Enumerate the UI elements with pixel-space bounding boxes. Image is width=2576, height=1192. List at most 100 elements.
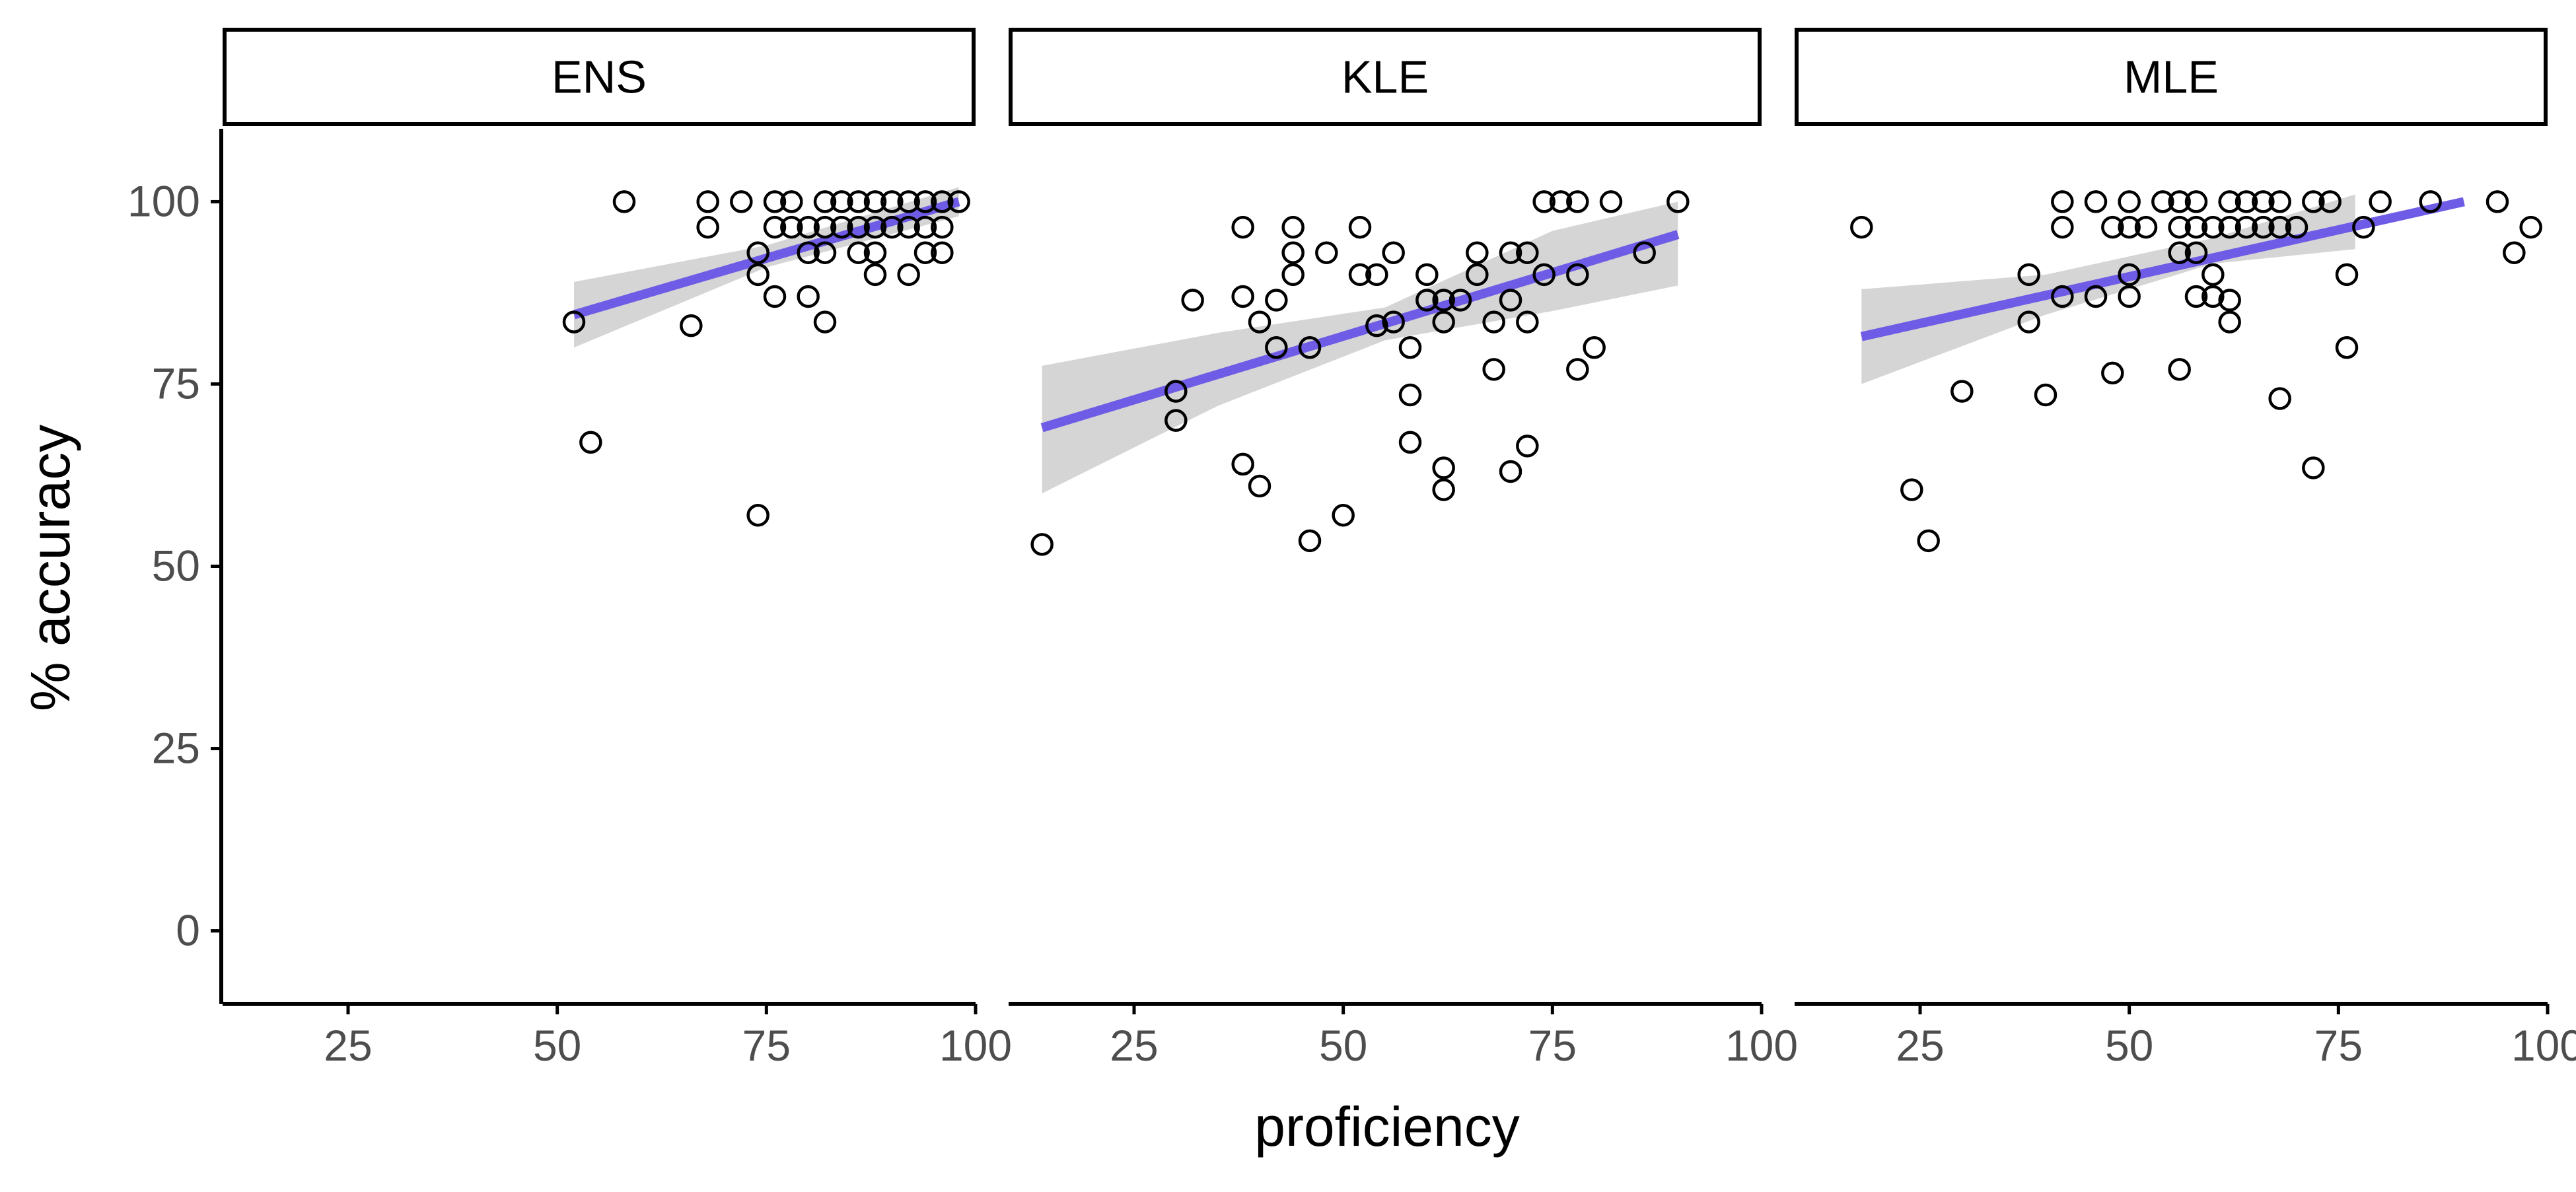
data-point	[847, 190, 870, 213]
data-point	[2101, 215, 2124, 239]
data-point	[1398, 383, 1422, 407]
data-point	[696, 215, 719, 239]
data-point	[2184, 241, 2208, 264]
data-point	[2268, 215, 2291, 239]
data-point	[763, 190, 787, 213]
data-point	[2051, 190, 2074, 213]
data-point	[1415, 263, 1439, 287]
data-point	[746, 263, 769, 287]
data-point	[1298, 336, 1322, 359]
data-point	[2419, 190, 2442, 213]
data-point	[2051, 285, 2074, 308]
data-point	[1398, 336, 1422, 359]
data-point	[1281, 263, 1305, 287]
data-point	[863, 190, 887, 213]
data-point	[1566, 190, 1589, 213]
data-point	[1583, 336, 1606, 359]
data-point	[1666, 190, 1690, 213]
data-point	[2218, 215, 2241, 239]
x-tick-label: 50	[1319, 1021, 1367, 1070]
data-point	[2017, 263, 2040, 287]
data-point	[813, 241, 837, 264]
facet-strip	[1009, 28, 1762, 126]
data-point	[2168, 215, 2191, 239]
data-point	[1549, 190, 1573, 213]
data-point	[1566, 358, 1589, 381]
x-axis-title: proficiency	[1254, 1096, 1520, 1158]
data-point	[2034, 383, 2057, 407]
data-point	[847, 241, 870, 264]
data-point	[1432, 456, 1455, 479]
x-tick-label: 25	[1110, 1021, 1158, 1070]
data-point	[730, 190, 753, 213]
y-tick-label: 75	[152, 359, 200, 407]
y-axis-title: % accuracy	[19, 425, 81, 711]
x-tick-label: 100	[939, 1021, 1012, 1070]
data-point	[2168, 190, 2191, 213]
data-point	[2335, 336, 2359, 359]
data-point	[2302, 190, 2325, 213]
data-point	[2184, 190, 2208, 213]
confidence-ribbon	[1042, 201, 1678, 494]
data-point	[2252, 215, 2275, 239]
data-point	[1499, 460, 1522, 483]
data-point	[863, 241, 887, 264]
data-point	[880, 190, 904, 213]
data-point	[1164, 380, 1188, 403]
data-point	[913, 241, 937, 264]
x-tick-label: 25	[324, 1021, 372, 1070]
data-point	[1499, 241, 1522, 264]
data-point	[2118, 285, 2141, 308]
data-point	[1499, 289, 1522, 312]
facet-strip-label: ENS	[552, 52, 647, 103]
data-point	[1315, 241, 1338, 264]
data-point	[1449, 289, 1472, 312]
data-point	[2235, 190, 2258, 213]
x-tick-label: 50	[2105, 1021, 2153, 1070]
data-point	[1599, 190, 1623, 213]
facet-strip	[1795, 28, 2548, 126]
data-point	[1432, 478, 1455, 501]
data-point	[1231, 285, 1254, 308]
x-tick-label: 75	[742, 1021, 791, 1070]
data-point	[1281, 215, 1305, 239]
data-point	[1950, 380, 1974, 403]
x-tick-label: 50	[533, 1021, 581, 1070]
data-point	[2118, 263, 2141, 287]
data-point	[562, 310, 586, 333]
data-point	[2084, 285, 2108, 308]
y-tick-label: 0	[176, 906, 200, 955]
data-point	[763, 285, 787, 308]
regression-line	[1860, 197, 2465, 341]
data-point	[1231, 452, 1254, 476]
data-point	[1298, 529, 1322, 553]
data-point	[1164, 409, 1188, 432]
x-tick-label: 75	[1528, 1021, 1577, 1070]
data-point	[1516, 241, 1539, 264]
data-point	[797, 215, 820, 239]
data-point	[2352, 215, 2375, 239]
data-point	[1348, 215, 1372, 239]
data-point	[2503, 241, 2526, 264]
data-point	[1265, 289, 1288, 312]
data-point	[1850, 215, 1873, 239]
data-point	[1900, 478, 1923, 501]
data-point	[830, 215, 853, 239]
y-tick-label: 50	[152, 542, 200, 590]
data-point	[813, 190, 837, 213]
y-tick-label: 25	[152, 724, 200, 773]
data-point	[2268, 190, 2291, 213]
data-point	[2151, 190, 2174, 213]
data-point	[813, 310, 837, 333]
data-point	[1348, 263, 1372, 287]
data-point	[2184, 215, 2208, 239]
data-point	[696, 190, 719, 213]
data-point	[1398, 431, 1422, 454]
data-point	[1566, 263, 1589, 287]
data-point	[2335, 263, 2359, 287]
data-point	[2168, 358, 2191, 381]
panels-layer: 0 25 50 75 100 ENS 25 50 75 100 KLE 25 50 75 100 MLE 25 5…	[127, 28, 2576, 1070]
data-point	[763, 215, 787, 239]
data-point	[1466, 241, 1489, 264]
data-point	[797, 241, 820, 264]
